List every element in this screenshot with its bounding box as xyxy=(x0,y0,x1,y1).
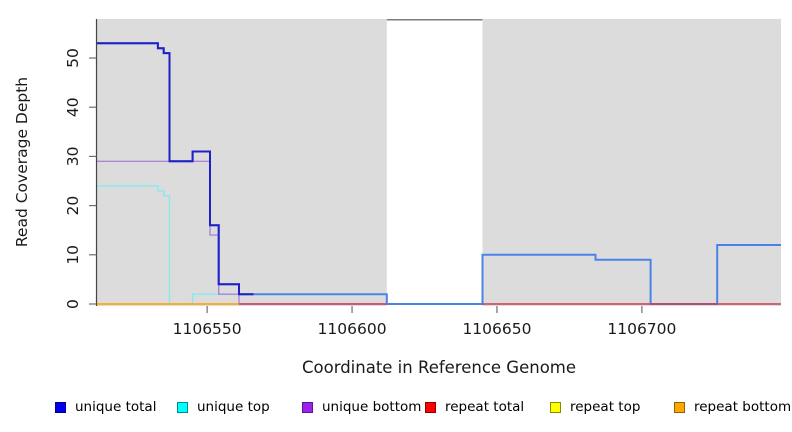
legend-item-unique-total: unique total xyxy=(55,397,156,417)
plot-panel xyxy=(97,19,781,306)
legend-swatch xyxy=(177,401,188,413)
legend-item-repeat-total: repeat total xyxy=(425,397,524,417)
y-tick-label: 20 xyxy=(64,196,82,216)
x-axis-title: Coordinate in Reference Genome xyxy=(302,358,576,377)
legend-label: unique bottom xyxy=(322,399,422,415)
legend-label: repeat total xyxy=(445,399,525,415)
legend: unique total unique top unique bottom repea… xyxy=(0,397,792,421)
legend-swatch xyxy=(425,401,436,413)
legend-swatch xyxy=(55,401,66,413)
y-tick-label: 30 xyxy=(64,147,82,167)
y-tick-label: 10 xyxy=(64,245,82,265)
legend-item-unique-top: unique top xyxy=(177,397,270,417)
x-tick-label: 1106600 xyxy=(318,320,387,338)
legend-swatch xyxy=(674,401,685,413)
x-tick-label: 1106700 xyxy=(607,320,676,338)
legend-item-repeat-bottom: repeat bottom xyxy=(674,397,791,417)
y-tick-label: 40 xyxy=(64,97,82,117)
legend-label: unique total xyxy=(75,399,157,415)
legend-swatch xyxy=(302,401,313,413)
series-unique-top xyxy=(97,185,239,305)
legend-item-repeat-top: repeat top xyxy=(550,397,640,417)
legend-label: unique top xyxy=(197,399,270,415)
y-tick-label: 0 xyxy=(64,299,82,309)
series-lines xyxy=(97,42,781,305)
y-tick-label: 50 xyxy=(64,48,82,68)
axes: 0 10 20 30 40 50 1106550 1106600 1106650 1106700 xyxy=(64,19,676,338)
y-axis-title: Read Coverage Depth xyxy=(13,77,31,247)
series-unique-total xyxy=(97,42,254,296)
x-tick-label: 1106650 xyxy=(462,320,531,338)
legend-label: repeat top xyxy=(570,399,641,415)
no-data-band xyxy=(386,19,483,306)
x-tick-label: 1106550 xyxy=(173,320,242,338)
legend-swatch xyxy=(550,401,561,413)
legend-item-unique-bottom: unique bottom xyxy=(302,397,421,417)
legend-label: repeat bottom xyxy=(694,399,792,415)
